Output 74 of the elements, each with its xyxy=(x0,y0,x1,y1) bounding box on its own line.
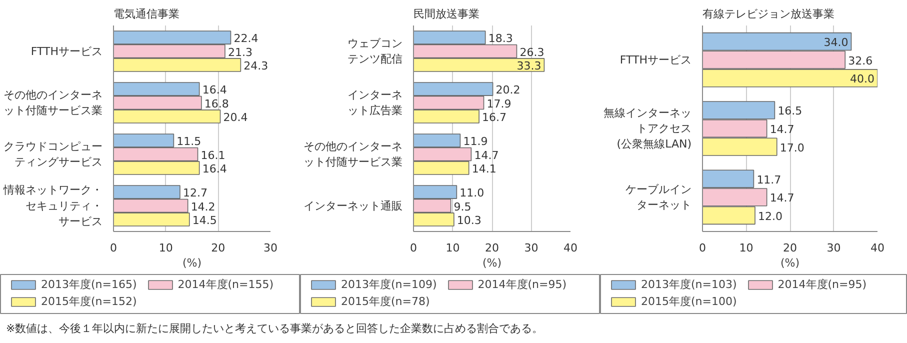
x-axis-title: (%) xyxy=(182,256,202,270)
data-label: 34.0 xyxy=(824,36,848,50)
legend-label: 2013年度(n=165) xyxy=(41,277,137,292)
legend-label: 2015年度(n=78) xyxy=(341,294,430,309)
text: ※数値は、今後１年以内に新たに展開したいと考えている事業があると回答した企業数に占める割合である。 xyxy=(6,321,544,337)
y-tick-label: クラウドコンピューティングサービス xyxy=(4,140,102,169)
data-label: 14.7 xyxy=(770,123,794,136)
x-tick-label: 30 xyxy=(826,242,841,254)
data-label: 20.4 xyxy=(223,110,248,124)
data-label: 18.3 xyxy=(488,32,513,46)
y-tick-label: FTTHサービス xyxy=(30,44,103,58)
x-tick-label: 10 xyxy=(739,242,754,254)
data-label: 14.7 xyxy=(770,192,794,205)
legend-label: 2013年度(n=103) xyxy=(641,277,737,292)
data-label: 32.6 xyxy=(848,54,873,68)
x-tick-label: 0 xyxy=(410,242,417,254)
data-label: 16.4 xyxy=(202,84,227,97)
data-label: 16.4 xyxy=(202,162,227,176)
chart-title: 有線テレビジョン放送事業 xyxy=(702,8,834,20)
data-label: 16.7 xyxy=(482,110,507,124)
data-label: 22.4 xyxy=(234,32,258,46)
data-label: 11.0 xyxy=(460,186,484,200)
x-tick-label: 20 xyxy=(211,242,226,254)
data-label: 14.5 xyxy=(192,214,217,227)
data-label: 14.7 xyxy=(474,148,499,162)
legend-label: 2015年度(n=100) xyxy=(641,294,737,309)
data-label: 17.9 xyxy=(486,97,512,110)
x-tick-label: 0 xyxy=(110,242,117,254)
chart-title: 電気通信事業 xyxy=(114,8,180,20)
legend-label: 2014年度(n=155) xyxy=(178,277,274,292)
legend-label: 2013年度(n=109) xyxy=(341,277,437,292)
data-label: 26.3 xyxy=(520,46,544,59)
legend-label: 2015年度(n=152) xyxy=(41,294,137,309)
data-label: 20.2 xyxy=(496,84,520,97)
y-tick-label: ウェブコンテンツ配信 xyxy=(348,36,402,66)
chart-title: 民間放送事業 xyxy=(414,8,480,20)
x-tick-label: 40 xyxy=(870,242,884,254)
data-label: 21.3 xyxy=(228,46,252,59)
legend-label: 2014年度(n=95) xyxy=(478,277,567,292)
data-label: 33.3 xyxy=(516,59,542,72)
x-axis-title: (%) xyxy=(780,256,800,270)
x-tick-label: 10 xyxy=(158,242,173,254)
y-tick-label: ケーブルインターネット xyxy=(626,182,692,212)
data-label: 16.5 xyxy=(778,104,802,118)
y-tick-label: インターネット広告業 xyxy=(348,88,402,118)
data-label: 16.1 xyxy=(200,148,226,162)
data-label: 9.5 xyxy=(454,200,472,214)
x-tick-label: 30 xyxy=(524,242,538,254)
data-label: 14.1 xyxy=(472,162,496,176)
y-tick-label: その他のインターネット付随サービス業 xyxy=(4,88,102,118)
legend-label: 2014年度(n=95) xyxy=(778,277,867,292)
y-tick-label: 無線インターネットアクセス(公衆無線LAN) xyxy=(604,106,692,151)
x-tick-label: 40 xyxy=(564,242,578,254)
x-tick-label: 20 xyxy=(485,242,499,254)
data-label: 24.3 xyxy=(244,59,268,72)
y-tick-label: その他のインターネット付随サービス業 xyxy=(304,140,402,169)
data-label: 10.3 xyxy=(456,214,482,227)
data-label: 16.8 xyxy=(204,97,229,110)
x-tick-label: 30 xyxy=(264,242,278,254)
y-tick-label: 情報ネットワーク・セキュリティ・サービス xyxy=(2,184,102,228)
y-tick-label: FTTHサービス xyxy=(620,53,692,66)
x-tick-label: 0 xyxy=(699,242,706,254)
y-tick-label: インターネット通販 xyxy=(304,199,402,212)
data-label: 40.0 xyxy=(850,72,875,86)
data-label: 17.0 xyxy=(780,141,804,154)
data-label: 11.9 xyxy=(463,135,488,148)
x-tick-label: 10 xyxy=(446,242,460,254)
data-label: 14.2 xyxy=(190,200,216,214)
data-label: 12.0 xyxy=(758,210,782,223)
data-label: 11.7 xyxy=(756,173,782,186)
data-label: 12.7 xyxy=(182,186,208,200)
data-label: 11.5 xyxy=(176,135,202,148)
x-tick-label: 20 xyxy=(783,242,797,254)
x-axis-title: (%) xyxy=(482,256,502,270)
